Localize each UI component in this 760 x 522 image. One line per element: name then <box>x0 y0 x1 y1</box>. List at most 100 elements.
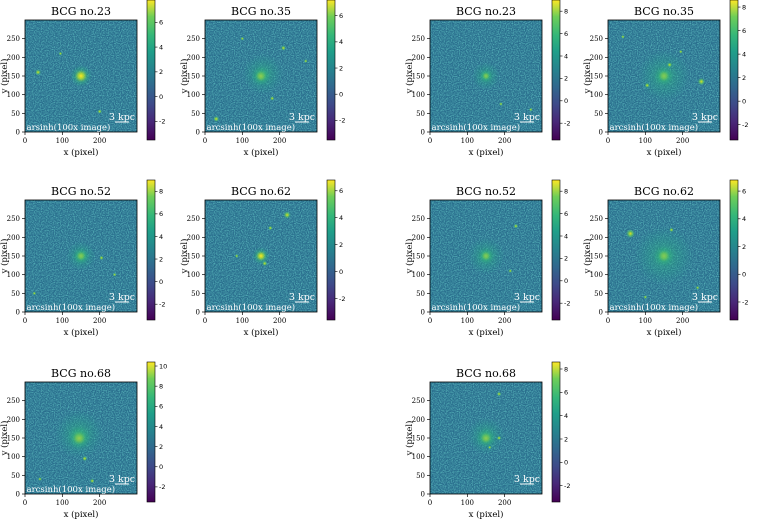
x-tick-label: 0 <box>606 137 610 145</box>
colorbar-tick-label: 2 <box>564 435 568 443</box>
scale-label: 3 kpc <box>514 292 540 303</box>
source-blob <box>35 69 42 76</box>
panel-title: BCG no.23 <box>456 5 516 18</box>
source-blob <box>82 455 88 462</box>
y-tick-label: 100 <box>412 453 425 461</box>
y-tick-label: 50 <box>416 472 425 480</box>
panel-title: BCG no.68 <box>456 367 516 380</box>
colorbar-tick-label: 0 <box>159 93 163 101</box>
y-tick-label: 150 <box>187 73 200 81</box>
y-tick-label: 0 <box>16 129 20 137</box>
galaxy-image <box>608 200 720 312</box>
colorbar-tick-label: 2 <box>339 64 343 72</box>
colorbar-tick-label: 4 <box>339 214 343 222</box>
bcg-core <box>467 417 505 455</box>
colorbar-tick-label: 6 <box>564 389 568 397</box>
colorbar-tick-label: 2 <box>339 241 343 249</box>
colorbar-tick-label: 6 <box>742 187 746 195</box>
panel-title: BCG no.35 <box>634 5 694 18</box>
y-axis-label: y (pixel) <box>582 239 593 275</box>
galaxy-image <box>25 382 137 494</box>
y-tick-label: 50 <box>191 290 200 298</box>
x-tick-label: 200 <box>273 137 286 145</box>
y-tick-label: 100 <box>412 91 425 99</box>
source-blob <box>625 229 635 239</box>
panel-title: BCG no.52 <box>51 185 111 198</box>
panel-bcg-68-right: BCG no.68 0 100 200 0 50 100 150 200 250 x (pixel)… <box>404 361 570 520</box>
y-tick-label: 100 <box>187 271 200 279</box>
y-tick-label: 250 <box>7 35 20 43</box>
colorbar: -2 0 2 4 6 8 <box>146 179 165 321</box>
y-tick-label: 0 <box>421 129 425 137</box>
stretch-label: arsinh(100x image) <box>27 122 111 133</box>
x-tick-label: 200 <box>676 317 689 325</box>
colorbar: -2 0 2 4 6 8 <box>551 361 570 503</box>
x-tick-label: 200 <box>498 499 511 507</box>
colorbar-tick-label: 6 <box>742 27 746 35</box>
panel-bcg-35-left: BCG no.35 0 100 200 0 50 100 150 200 250 x (pixel)… <box>179 0 345 158</box>
panel-bcg-52-left: BCG no.52 0 100 200 0 50 100 150 200 250 x (pixel)… <box>0 179 165 338</box>
colorbar-tick-label: 4 <box>159 423 163 431</box>
panel-title: BCG no.62 <box>634 185 694 198</box>
source-blob <box>234 254 239 258</box>
colorbar-tick-label: 0 <box>339 91 343 99</box>
galaxy-image <box>608 20 720 132</box>
colorbar-tick-label: 2 <box>742 74 746 82</box>
x-tick-label: 200 <box>498 317 511 325</box>
galaxy-image <box>25 200 137 312</box>
source-blob <box>32 291 37 296</box>
colorbar-tick-label: 4 <box>159 43 163 51</box>
galaxy-image <box>430 20 542 132</box>
galaxy-image <box>205 20 317 132</box>
y-tick-label: 200 <box>7 234 20 242</box>
bcg-core <box>471 61 501 91</box>
y-tick-label: 0 <box>599 309 603 317</box>
source-blob <box>695 285 700 290</box>
y-tick-label: 150 <box>412 253 425 261</box>
colorbar: -2 0 2 4 6 8 10 <box>146 361 167 503</box>
x-tick-label: 100 <box>461 137 474 145</box>
x-tick-label: 100 <box>461 317 474 325</box>
colorbar-tick-label: 8 <box>564 188 568 196</box>
galaxy-image <box>430 382 542 494</box>
source-blob <box>262 260 268 267</box>
y-tick-label: 50 <box>191 110 200 118</box>
y-tick-label: 200 <box>590 234 603 242</box>
y-tick-label: 0 <box>196 309 200 317</box>
source-blob <box>58 51 63 56</box>
source-blob <box>99 255 104 261</box>
y-tick-label: 100 <box>590 91 603 99</box>
scale-label: 3 kpc <box>109 292 135 303</box>
y-tick-label: 150 <box>187 253 200 261</box>
x-tick-label: 100 <box>56 137 69 145</box>
colorbar-tick-label: -2 <box>742 121 748 129</box>
colorbar-tick-label: 4 <box>564 412 568 420</box>
x-tick-label: 100 <box>639 317 652 325</box>
y-tick-label: 150 <box>7 73 20 81</box>
y-axis-label: y (pixel) <box>0 421 10 457</box>
colorbar-tick-label: 0 <box>564 97 568 105</box>
y-tick-label: 150 <box>590 73 603 81</box>
y-tick-label: 200 <box>412 54 425 62</box>
y-tick-label: 200 <box>590 54 603 62</box>
y-tick-label: 100 <box>7 91 20 99</box>
y-tick-label: 250 <box>412 215 425 223</box>
colorbar-tick-label: 0 <box>564 277 568 285</box>
y-axis-label: y (pixel) <box>582 59 593 95</box>
source-blob <box>268 225 273 231</box>
source-blob <box>240 36 245 41</box>
source-blob <box>303 59 308 63</box>
source-blob <box>487 445 492 450</box>
scale-label: 3 kpc <box>109 474 135 485</box>
x-tick-label: 200 <box>93 499 106 507</box>
source-blob <box>269 96 275 101</box>
colorbar-tick-label: 0 <box>339 268 343 276</box>
y-axis-label: y (pixel) <box>179 239 190 275</box>
y-tick-label: 50 <box>11 472 20 480</box>
colorbar-tick-label: -2 <box>742 298 748 306</box>
source-blob <box>97 109 102 114</box>
y-tick-label: 200 <box>187 54 200 62</box>
colorbar-tick-label: 4 <box>564 232 568 240</box>
source-blob <box>496 435 502 441</box>
